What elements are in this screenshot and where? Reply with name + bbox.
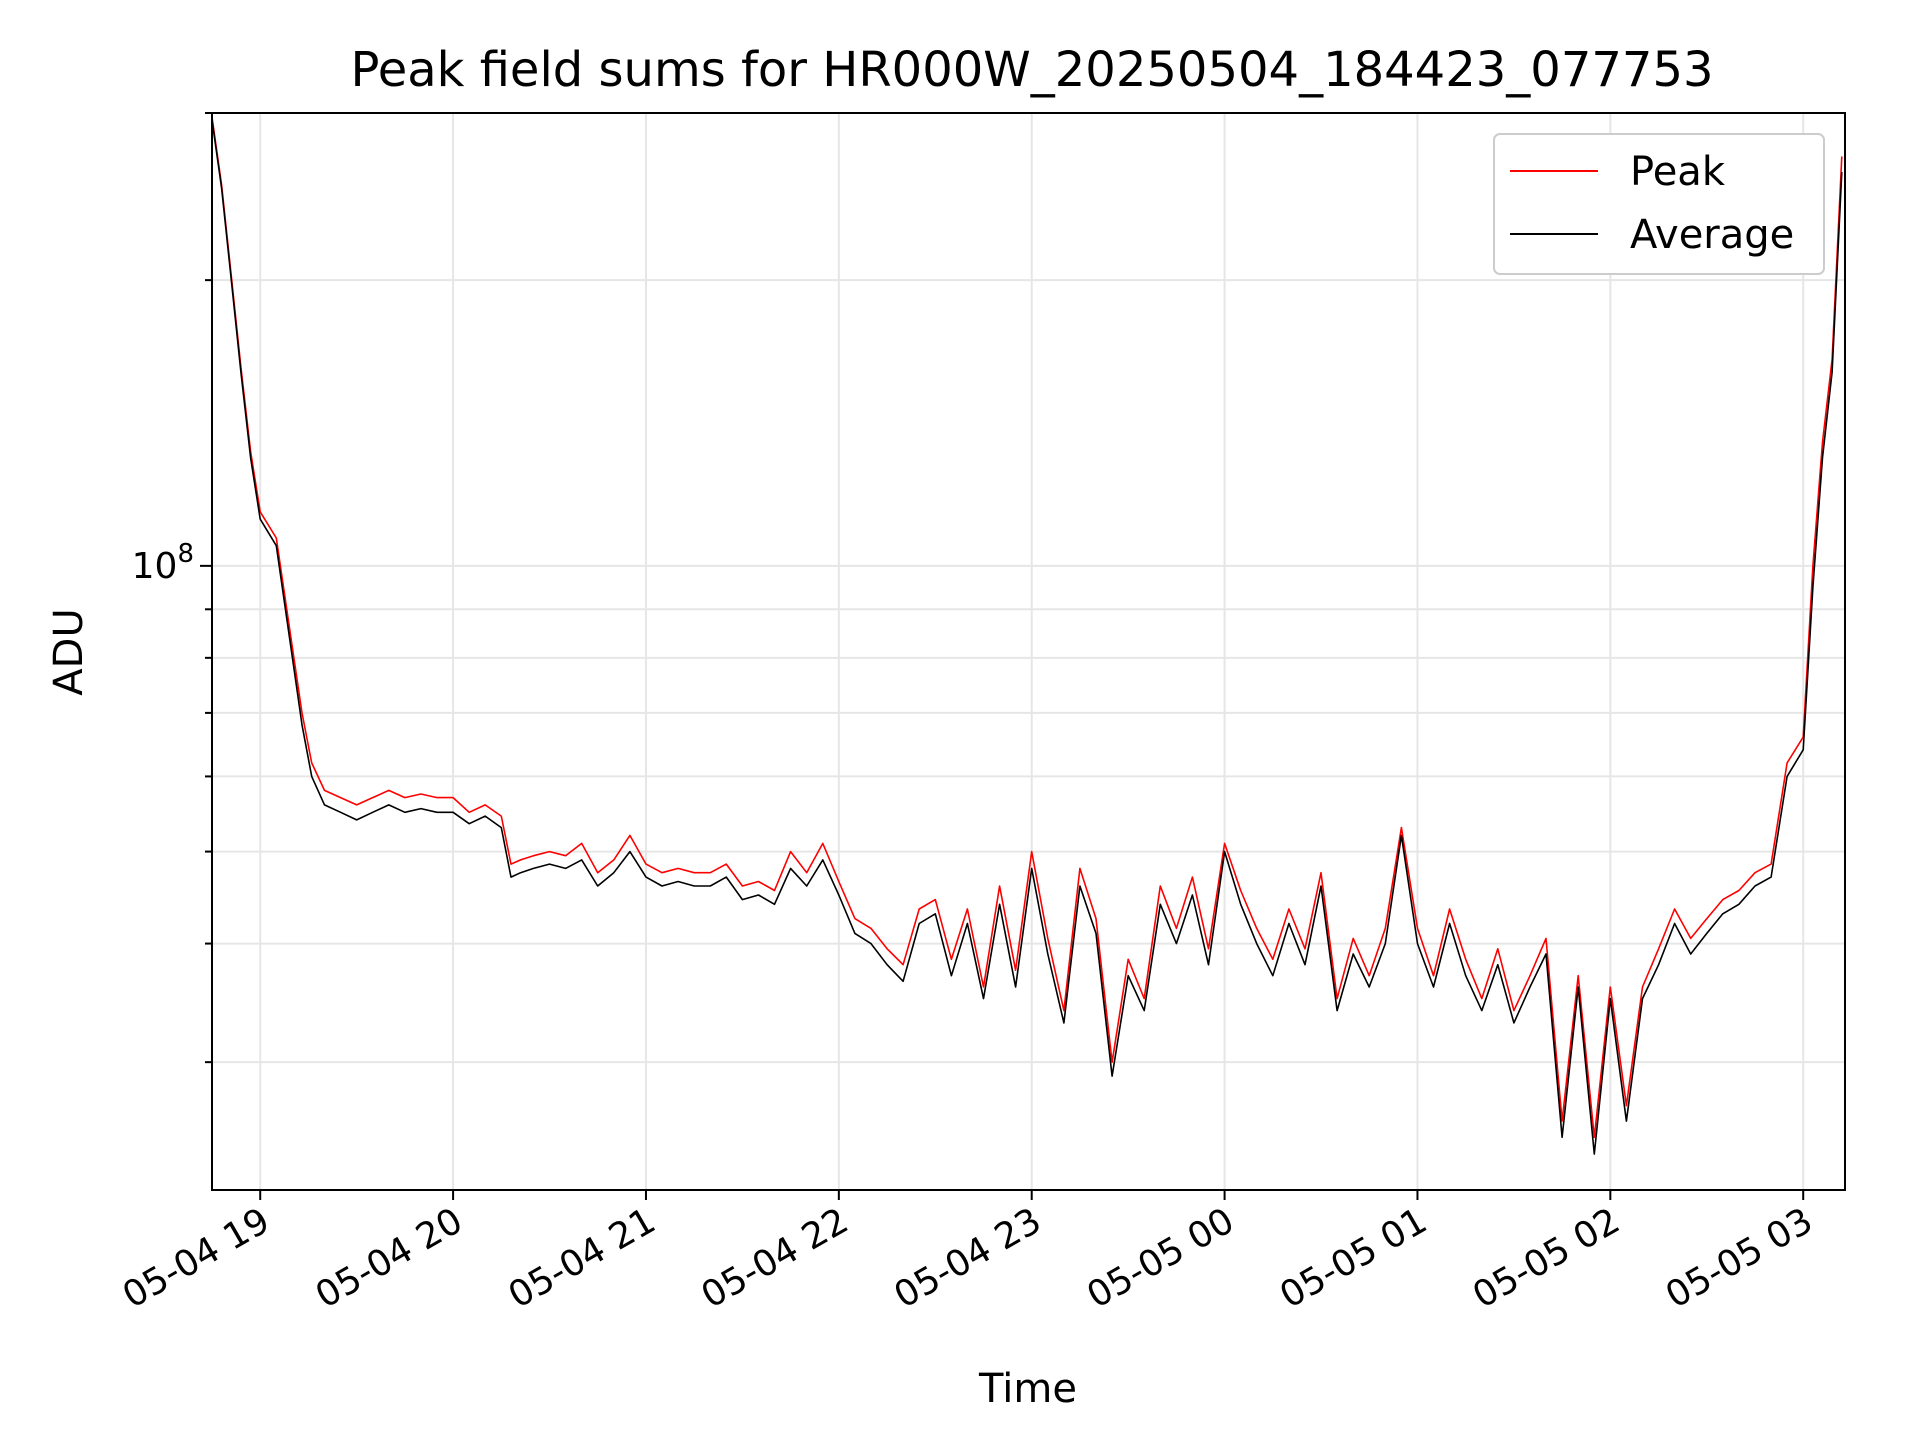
chart-title: Peak field sums for HR000W_20250504_1844…	[350, 42, 1713, 98]
plot-frame	[211, 112, 1846, 1191]
x-axis-label: Time	[978, 1366, 1077, 1412]
legend-average-label: Average	[1630, 212, 1794, 258]
legend: Peak Average	[1493, 133, 1825, 275]
y-axis-label: ADU	[46, 608, 92, 695]
legend-box	[1493, 133, 1825, 275]
series-layer	[211, 116, 1843, 1155]
series-average-line	[211, 119, 1843, 1155]
legend-peak-label: Peak	[1630, 149, 1726, 195]
series-peak-line	[211, 116, 1843, 1139]
y-tick-exponent: 8	[177, 539, 194, 569]
